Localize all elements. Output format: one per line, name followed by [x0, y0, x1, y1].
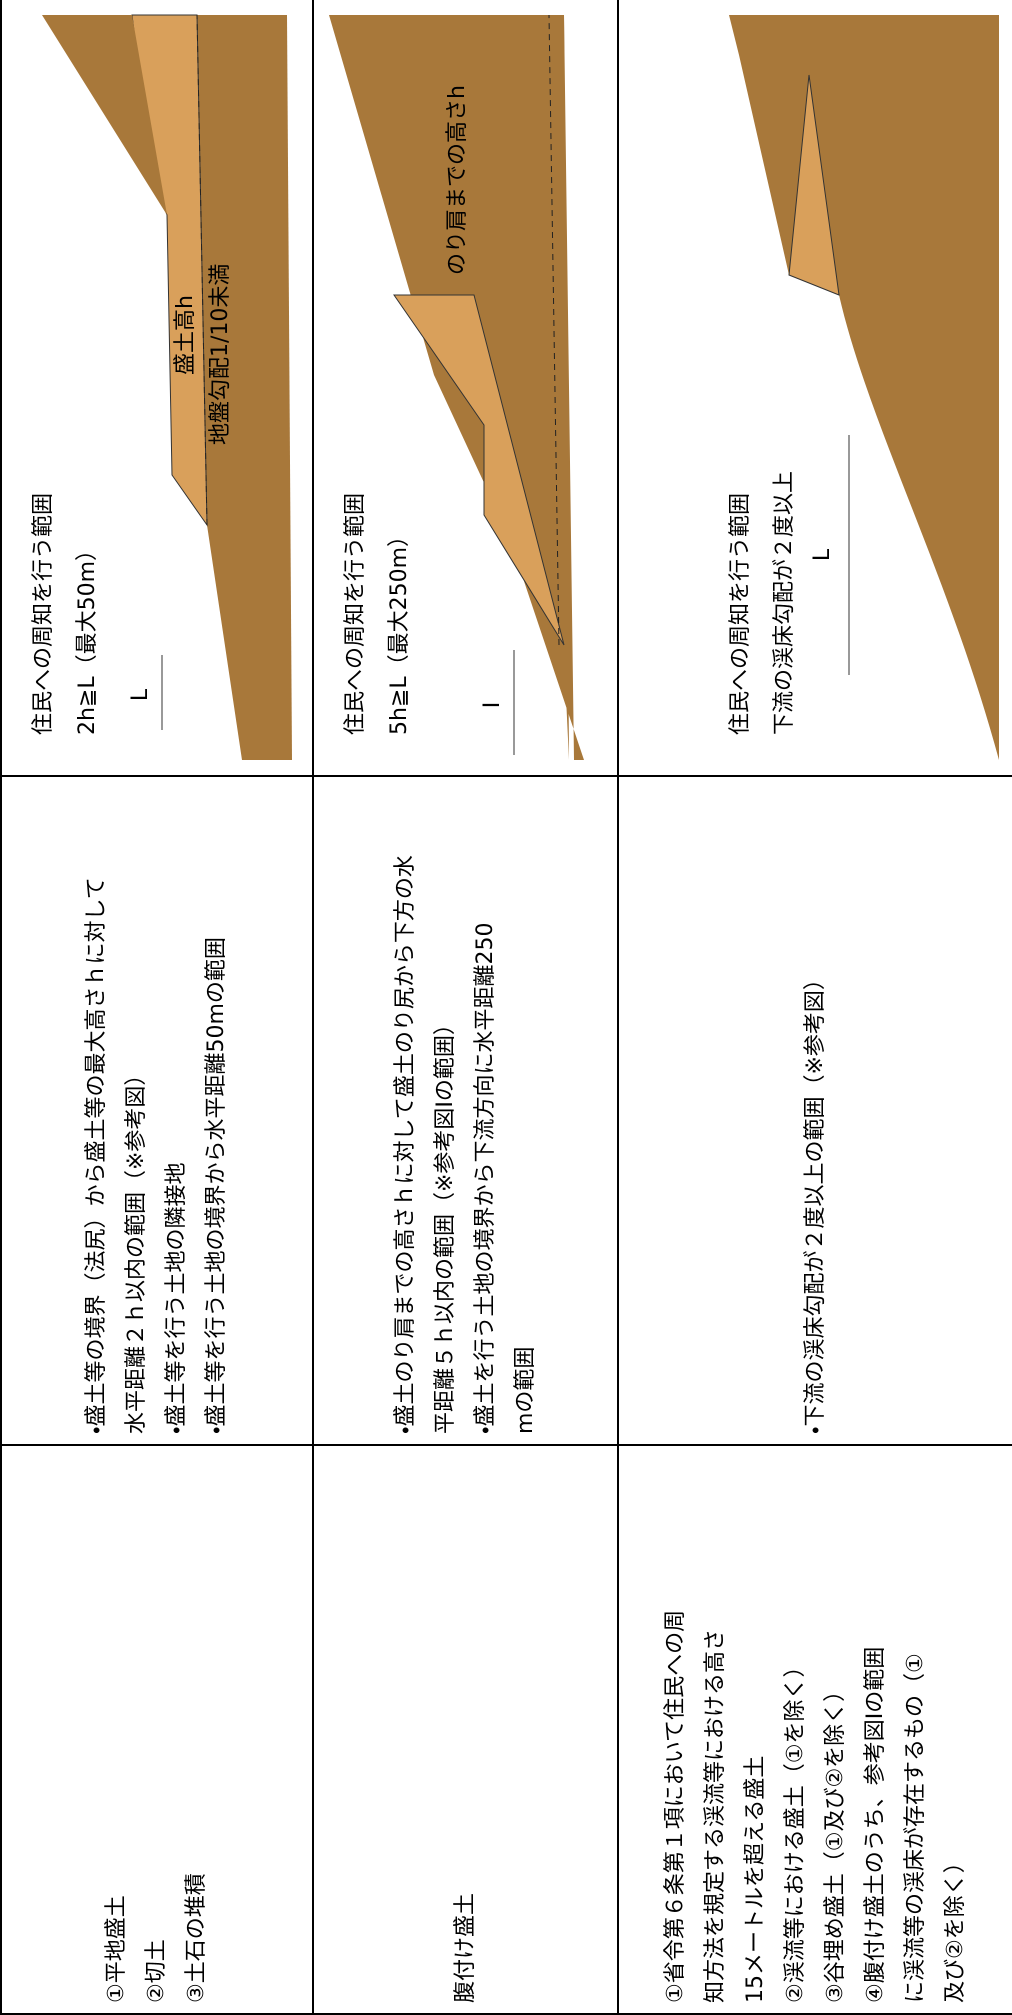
- cell-line: 水平距離２ｈ以内の範囲（※参考図）: [124, 1063, 149, 1434]
- cell-line: 住民への周知を行う範囲: [343, 492, 368, 735]
- cell-line: 5h≧L（最大250m）: [387, 524, 412, 735]
- cell-line: 腹付け盛土: [452, 1892, 478, 2003]
- dim-label: L: [128, 688, 153, 701]
- criteria-cell: ・盛土のり肩までの高さｈに対して盛土のり尻から下方の水 平距離５ｈ以内の範囲（※参…: [313, 776, 618, 1445]
- cell-line: ・盛土を行う土地の境界から下流方向に水平距離250: [472, 922, 498, 1434]
- dashed: [196, 14, 208, 526]
- cell-line: ・盛土等を行う土地の隣接地: [164, 1162, 189, 1434]
- notice-text: 住民への周知を行う範囲 2h≧L（最大50m）: [22, 493, 110, 735]
- fill: [788, 74, 840, 296]
- notice-cell: 住民への周知を行う範囲 5h≧L（最大250m） I のり肩までの高さh: [313, 0, 618, 776]
- table-row: ①平地盛土 ②切土 ③土石の堆積 ・盛土等の境界（法尻）から盛土等の最大高さｈに対して…: [1, 0, 313, 2014]
- dim-label: I: [480, 702, 505, 709]
- type-cell: ①省令第６条第１項において住民への周 知方法を規定する渓流等における高さ 15メート…: [618, 1445, 1012, 2014]
- notice-cell: 住民への周知を行う範囲 下流の渓床勾配が２度以上 L: [618, 0, 1012, 776]
- fill: [393, 294, 565, 646]
- cell-line: 平距離５ｈ以内の範囲（※参考図Iの範囲）: [432, 1013, 458, 1434]
- cell-line: 住民への周知を行う範囲: [728, 492, 753, 735]
- table-row: 腹付け盛土 ・盛土のり肩までの高さｈに対して盛土のり尻から下方の水 平距離５ｈ以内の…: [313, 0, 618, 2014]
- notice-text: 住民への周知を行う範囲 5h≧L（最大250m）: [334, 493, 422, 735]
- notice-text: 住民への周知を行う範囲 下流の渓床勾配が２度以上: [719, 471, 807, 735]
- fig-label: のり肩までの高さh: [445, 85, 470, 275]
- cell-line: 2h≧L（最大50m）: [75, 538, 100, 735]
- criteria-cell: ・下流の渓床勾配が２度以上の範囲（※参考図）: [618, 776, 1012, 1445]
- hill: [329, 15, 569, 760]
- criteria-cell: ・盛土等の境界（法尻）から盛土等の最大高さｈに対して 水平距離２ｈ以内の範囲（※参…: [1, 776, 313, 1445]
- cell-line: 住民への周知を行う範囲: [31, 492, 56, 735]
- cell-line: ・盛土のり肩までの高さｈに対して盛土のり尻から下方の水: [392, 855, 418, 1434]
- cell-line: ・盛土等の境界（法尻）から盛土等の最大高さｈに対して: [84, 877, 109, 1434]
- table-row: ①省令第６条第１項において住民への周 知方法を規定する渓流等における高さ 15メート…: [618, 0, 1012, 2014]
- figure: L 盛土高h 地盤勾配1/10未満: [42, 14, 292, 760]
- cell-line: ②渓流等における盛土（①を除く）: [782, 1655, 808, 2003]
- figure: L: [729, 15, 999, 760]
- cell-line: ①平地盛土: [104, 1895, 129, 2003]
- ground: [197, 15, 292, 760]
- cell-line: ①省令第６条第１項において住民への周: [662, 1609, 688, 2003]
- cell-line: に渓流等の渓床が存在するもの（①: [902, 1653, 928, 2003]
- cell-line: ・盛土等を行う土地の境界から水平距離50mの範囲: [204, 937, 229, 1434]
- cell-line: 15メートルを超える盛土: [742, 1755, 768, 2003]
- type-cell: ①平地盛土 ②切土 ③土石の堆積: [1, 1445, 313, 2014]
- cell-line: ・下流の渓床勾配が２度以上の範囲（※参考図）: [802, 968, 828, 1434]
- cell-line: ②切土: [144, 1939, 169, 2003]
- dim-label: L: [810, 548, 835, 561]
- fig-label: 地盤勾配1/10未満: [208, 264, 233, 445]
- cell-line: ③谷埋め盛土（①及び②を除く）: [822, 1679, 848, 2003]
- cell-line: 下流の渓床勾配が２度以上: [772, 470, 797, 735]
- notice-cell: 住民への周知を行う範囲 2h≧L（最大50m） L 盛土高h 地盤勾配1/10未満: [1, 0, 313, 776]
- cell-line: 及び②を除く）: [942, 1851, 968, 2003]
- cell-line: mの範囲: [512, 1346, 538, 1434]
- slope-ground: [42, 15, 167, 215]
- type-cell: 腹付け盛土: [313, 1445, 618, 2014]
- cell-line: ③土石の堆積: [184, 1873, 209, 2003]
- figure: I のり肩までの高さh: [329, 14, 584, 760]
- fig-label: 盛土高h: [173, 295, 198, 375]
- cell-line: ④腹付け盛土のうち、参考図Iの範囲: [862, 1646, 888, 2003]
- cell-line: 知方法を規定する渓流等における高さ: [702, 1628, 728, 2003]
